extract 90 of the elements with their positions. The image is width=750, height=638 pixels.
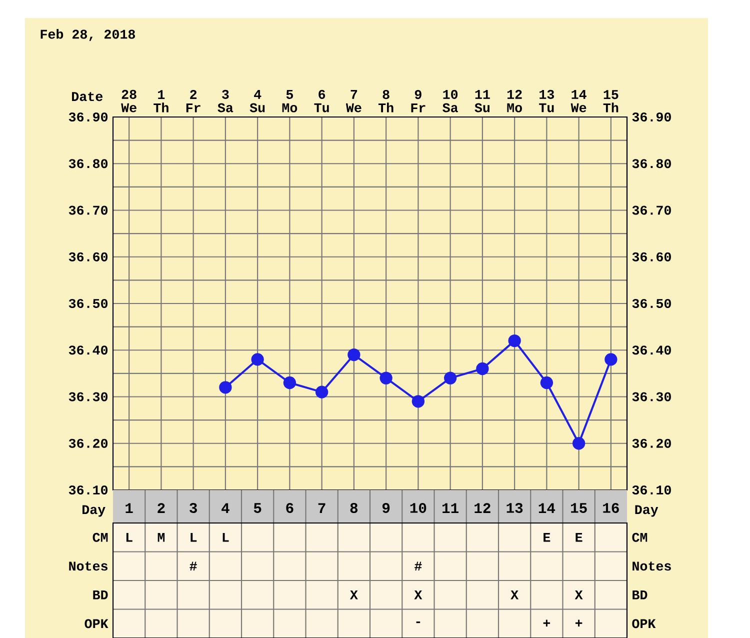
y2-tick-label: BD [632, 590, 648, 600]
y-tick-label: Notes [69, 562, 108, 571]
x-tick-label: 2 [158, 503, 165, 513]
y2-tick-label: 36.40 [632, 346, 671, 355]
point [444, 372, 457, 384]
x-tick-label: 28 We [121, 90, 136, 112]
y-tick-label: CM [92, 532, 108, 542]
x-tick-label: 3 Sa [218, 90, 234, 112]
x-tick-label: 15 [570, 503, 587, 513]
text: L [126, 532, 132, 542]
x-tick-label: 12 [474, 503, 490, 513]
x-tick-label: 11 Su [474, 90, 490, 112]
x-tick-label: 3 [190, 502, 197, 513]
x-tick-label: 9 [382, 502, 390, 513]
y-tick-label: 36.80 [68, 159, 108, 168]
x-tick-label: 14 We [570, 90, 586, 112]
y-tick-label: OPK [84, 619, 108, 628]
y2-tick-label: 36.20 [632, 438, 671, 448]
x-tick-label: 4 Su [250, 90, 265, 112]
y2-tick-label: 36.80 [632, 159, 671, 168]
point [540, 376, 554, 390]
text: M [158, 532, 165, 542]
y-tick-label: BD [93, 590, 108, 600]
x-axis-title: Day [82, 505, 106, 517]
x-tick-label: 10 Sa [442, 90, 458, 112]
x-tick-label: 7 We [346, 90, 362, 112]
point [348, 348, 360, 362]
y2-tick-label: 36.90 [632, 112, 671, 122]
text: + [575, 620, 582, 626]
x-tick-label: 16 [603, 502, 619, 513]
text: X [414, 590, 422, 600]
point [412, 395, 425, 408]
x-tick-label: 15 Th [603, 90, 618, 112]
y-tick-label: 36.10 [68, 485, 108, 495]
x-tick-label: 2 Fr [186, 90, 200, 112]
y2-tick-label: CM [632, 532, 648, 542]
point [380, 372, 392, 384]
x-tick-label: 13 [506, 502, 523, 513]
text: # [414, 562, 422, 571]
y-tick-label: 36.30 [68, 392, 108, 402]
y2-tick-label: Notes [632, 562, 671, 571]
text: + [543, 620, 550, 626]
y-tick-label: 36.60 [68, 252, 108, 262]
y2-tick-label: 36.70 [632, 206, 671, 215]
x-tick-label: 13 Tu [539, 90, 554, 112]
x-tick-label: 8 Th [378, 90, 394, 112]
text: L [190, 532, 197, 542]
y2-tick-label: 36.50 [632, 298, 671, 308]
text: L [222, 532, 229, 542]
y2-tick-label: OPK [632, 619, 656, 628]
point [572, 437, 586, 450]
y2-tick-label: 36.10 [632, 485, 671, 495]
text: - [416, 621, 420, 624]
y-tick-label: 36.50 [68, 298, 108, 308]
point [219, 381, 232, 394]
x-tick-label: 6 [286, 502, 294, 513]
x-tick-label: 9 Fr [411, 90, 426, 112]
x-tick-label: 6 Tu [314, 90, 329, 112]
point [508, 334, 521, 348]
x-tick-label: 8 [350, 502, 358, 513]
x-tick-label: 4 [222, 503, 230, 513]
text: E [544, 532, 550, 542]
x-tick-label: 10 [410, 502, 426, 513]
text: # [190, 562, 197, 571]
text: X [510, 590, 519, 600]
x-tick-label: 1 Th [154, 90, 168, 112]
point [251, 353, 264, 366]
x-tick-label: 14 [538, 503, 556, 513]
x-tick-label: 5 [254, 503, 262, 513]
chart-title: Feb 28, 2018 [40, 28, 136, 41]
x-tick-label: 7 [318, 503, 326, 513]
point [283, 376, 296, 390]
x-axis-title: Date [72, 92, 103, 102]
x-tick-label: 5 Mo [282, 90, 298, 112]
text: E [576, 532, 582, 542]
y-tick-label: 36.90 [68, 112, 108, 122]
x-tick-label: 12 Mo [507, 90, 522, 112]
point [604, 353, 618, 366]
y2-tick-label: 36.30 [632, 392, 671, 402]
y-tick-label: 36.20 [68, 438, 108, 448]
x-tick-label: 1 [126, 503, 133, 513]
point [315, 386, 328, 398]
text: Day [635, 505, 658, 517]
y-tick-label: 36.40 [68, 346, 108, 355]
point [476, 362, 489, 376]
y2-tick-label: 36.60 [632, 252, 671, 262]
x-tick-label: 11 [442, 503, 458, 513]
text: X [574, 590, 583, 600]
y-tick-label: 36.70 [68, 206, 108, 215]
text: X [350, 590, 358, 600]
